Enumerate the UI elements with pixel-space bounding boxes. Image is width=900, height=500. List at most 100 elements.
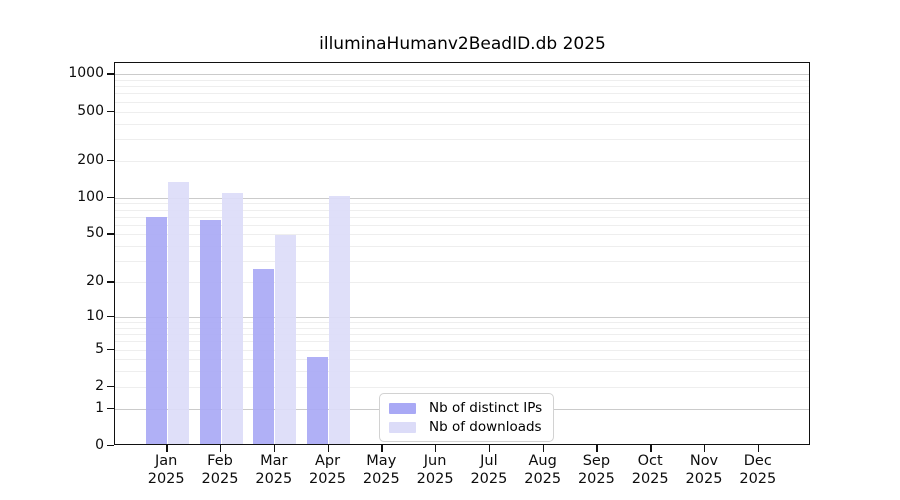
y-tick-label-1000: 1000 <box>68 65 104 82</box>
gridline-4 <box>115 359 809 361</box>
x-tick-mark-nov <box>704 445 706 452</box>
legend-swatch-distinct-ips <box>389 402 416 414</box>
chart-title: illuminaHumanv2BeadID.db 2025 <box>319 34 606 54</box>
x-tick-label-dec: Dec 2025 <box>726 453 790 488</box>
y-tick-label-500: 500 <box>77 102 104 119</box>
x-tick-label-jun: Jun 2025 <box>403 453 467 488</box>
gridline-80 <box>115 209 809 211</box>
x-tick-label-nov: Nov 2025 <box>672 453 736 488</box>
gridline-30 <box>115 261 809 263</box>
legend-label-distinct-ips: Nb of distinct IPs <box>429 400 543 416</box>
x-tick-mark-jul <box>488 445 491 452</box>
x-tick-label-apr: Apr 2025 <box>296 453 360 488</box>
bar-jan-distinct-ips <box>145 217 167 444</box>
x-tick-year: 2025 <box>685 470 723 487</box>
x-tick-year: 2025 <box>631 470 669 487</box>
gridline-60 <box>115 224 809 226</box>
y-tick-mark-10 <box>107 316 114 318</box>
gridline-400 <box>115 123 809 125</box>
gridline-100 <box>115 197 809 199</box>
gridline-6 <box>115 341 809 343</box>
bar-jan-downloads <box>167 181 189 444</box>
x-tick-month: Nov <box>689 453 719 469</box>
y-tick-mark-200 <box>107 159 114 161</box>
x-tick-year: 2025 <box>577 470 615 487</box>
gridline-700 <box>115 93 809 95</box>
x-tick-month: Jul <box>480 453 498 469</box>
bar-mar-distinct-ips <box>253 268 275 444</box>
x-tick-mark-dec <box>757 445 760 452</box>
y-tick-mark-0 <box>107 445 114 447</box>
x-tick-mark-jun <box>435 445 437 452</box>
y-tick-label-5: 5 <box>95 340 104 357</box>
x-tick-mark-oct <box>650 445 652 452</box>
plot-area: Nb of distinct IPs Nb of downloads <box>114 62 810 445</box>
x-tick-mark-aug <box>542 445 545 452</box>
gridline-900 <box>115 79 809 81</box>
x-tick-mark-sep <box>596 445 598 452</box>
bar-apr-distinct-ips <box>307 357 328 444</box>
y-tick-mark-500 <box>107 110 114 112</box>
x-tick-year: 2025 <box>362 470 400 487</box>
y-tick-label-1: 1 <box>95 399 104 416</box>
x-tick-label-feb: Feb 2025 <box>188 453 252 488</box>
gridline-20 <box>115 282 809 284</box>
gridline-40 <box>115 246 809 248</box>
x-tick-mark-feb <box>220 445 222 452</box>
legend-item-downloads: Nb of downloads <box>389 419 542 435</box>
x-tick-mark-may <box>381 445 383 452</box>
x-tick-label-oct: Oct 2025 <box>618 453 682 488</box>
x-tick-year: 2025 <box>524 470 562 487</box>
gridline-70 <box>115 216 809 218</box>
gridline-500 <box>115 111 809 113</box>
x-tick-label-jul: Jul 2025 <box>457 453 521 488</box>
y-tick-label-10: 10 <box>86 308 104 324</box>
x-tick-mark-jan <box>166 445 168 452</box>
gridline-90 <box>115 203 809 205</box>
y-tick-label-2: 2 <box>95 377 104 394</box>
bar-feb-distinct-ips <box>199 220 221 444</box>
x-tick-year: 2025 <box>470 470 508 487</box>
x-tick-month: Mar <box>260 453 288 469</box>
x-tick-month: Apr <box>314 453 341 469</box>
x-tick-year: 2025 <box>201 470 239 487</box>
x-tick-label-may: May 2025 <box>349 453 413 488</box>
gridline-7 <box>115 334 809 336</box>
x-tick-month: Jun <box>423 453 447 469</box>
x-tick-year: 2025 <box>739 470 777 487</box>
gridline-3 <box>115 371 809 373</box>
gridline-1000 <box>115 74 809 76</box>
y-tick-label-50: 50 <box>86 225 104 242</box>
y-tick-label-100: 100 <box>77 188 104 205</box>
x-tick-label-sep: Sep 2025 <box>564 453 628 488</box>
gridline-200 <box>115 160 809 162</box>
x-tick-year: 2025 <box>309 470 346 487</box>
legend: Nb of distinct IPs Nb of downloads <box>379 393 555 442</box>
x-tick-mark-apr <box>327 445 329 452</box>
x-tick-month: Jan <box>155 453 178 469</box>
gridline-50 <box>115 234 809 236</box>
y-tick-label-20: 20 <box>86 273 104 290</box>
gridline-800 <box>115 86 809 88</box>
gridline-600 <box>115 101 809 103</box>
x-tick-year: 2025 <box>147 470 185 487</box>
gridline-2 <box>115 386 809 388</box>
bar-apr-downloads <box>329 195 350 444</box>
gridline-8 <box>115 327 809 329</box>
x-tick-month: Oct <box>637 453 663 469</box>
x-tick-year: 2025 <box>255 470 293 487</box>
y-tick-label-200: 200 <box>77 151 104 168</box>
legend-item-distinct-ips: Nb of distinct IPs <box>389 400 542 416</box>
y-tick-mark-100 <box>107 196 114 199</box>
gridline-300 <box>115 138 809 140</box>
y-tick-mark-1000 <box>107 73 114 75</box>
x-tick-month: Aug <box>528 453 557 469</box>
y-tick-mark-20 <box>107 281 114 283</box>
x-tick-month: Feb <box>207 453 233 469</box>
x-tick-year: 2025 <box>416 470 454 487</box>
gridline-9 <box>115 322 809 324</box>
x-tick-label-jan: Jan 2025 <box>134 453 198 488</box>
bar-mar-downloads <box>275 234 297 444</box>
x-tick-month: Sep <box>582 453 611 469</box>
